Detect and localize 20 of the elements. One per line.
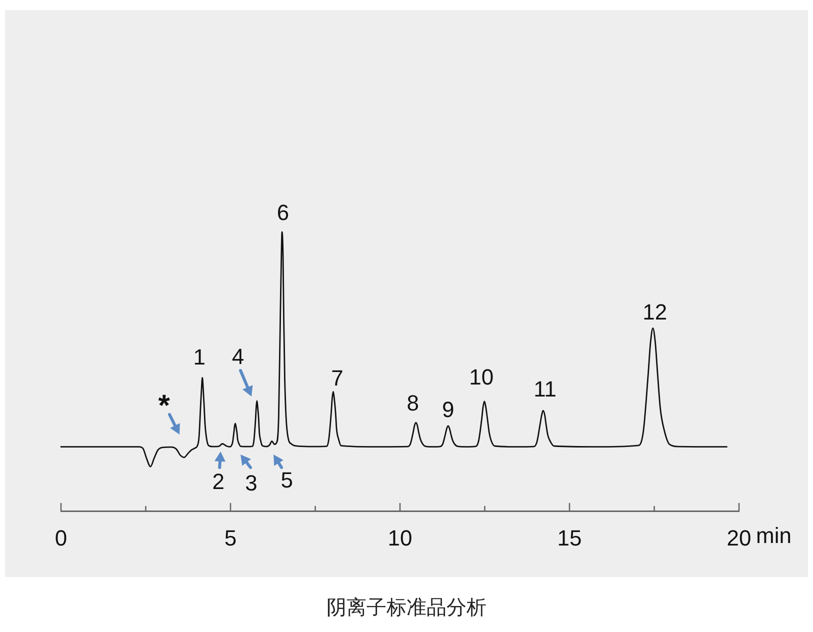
- x-tick-label: 20: [726, 525, 752, 550]
- annotation: 2: [212, 468, 224, 494]
- annotation: 10: [469, 364, 494, 390]
- annotation: 1: [193, 344, 206, 370]
- x-tick-label: 10: [388, 525, 412, 550]
- x-tick-label: 0: [54, 525, 68, 550]
- annotation: 5: [280, 467, 293, 492]
- annotation: 11: [534, 376, 556, 402]
- annotation: 3: [245, 470, 258, 496]
- annotation: 9: [442, 396, 454, 422]
- text: 阴离子标准品分析: [326, 594, 488, 620]
- annotation: 4: [232, 344, 244, 369]
- annotation: 12: [642, 299, 668, 324]
- annotation: 8: [406, 390, 420, 416]
- annotation: *: [158, 390, 170, 423]
- x-axis-title: min: [756, 523, 792, 548]
- annotation: 6: [276, 200, 290, 226]
- x-tick-label: 5: [224, 525, 237, 550]
- x-tick-label: 15: [557, 525, 582, 550]
- annotation: 7: [331, 366, 344, 391]
